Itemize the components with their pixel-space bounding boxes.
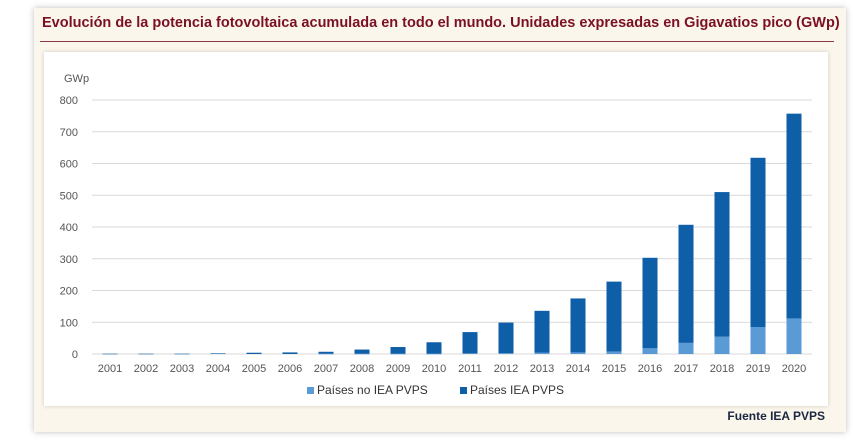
title-divider (40, 41, 834, 42)
legend-label: Países IEA PVPS (470, 383, 564, 397)
bar-non-iea-2008 (354, 353, 370, 355)
x-tick-label: 2011 (458, 363, 482, 375)
x-tick-label: 2010 (422, 363, 446, 375)
x-tick-label: 2012 (494, 363, 518, 375)
y-tick-label: 400 (60, 222, 78, 234)
bar-iea-2009 (390, 347, 406, 354)
x-tick-label: 2016 (638, 363, 662, 375)
x-tick-label: 2008 (350, 363, 374, 375)
x-tick-label: 2007 (314, 363, 338, 375)
x-tick-label: 2004 (206, 363, 230, 375)
y-axis-label: GWp (64, 73, 89, 85)
bar-non-iea-2012 (498, 353, 514, 354)
bar-iea-2012 (498, 322, 514, 354)
bar-non-iea-2020 (786, 318, 802, 354)
legend-swatch-non-iea (307, 387, 314, 394)
bar-non-iea-2014 (570, 352, 586, 354)
bar-non-iea-2010 (426, 353, 442, 355)
x-tick-label: 2002 (134, 363, 158, 375)
bar-iea-2013 (534, 310, 550, 353)
chart-panel: GWp 0 100 200 300 400 500 600 700 800 2001 2002 20… (44, 52, 828, 406)
bar-non-iea-2017 (678, 342, 694, 354)
bar-iea-2016 (642, 257, 658, 349)
bar-iea-2019 (750, 157, 766, 328)
x-tick-label: 2013 (530, 363, 554, 375)
bar-non-iea-2007 (318, 353, 334, 355)
x-tick-label: 2005 (242, 363, 266, 375)
source-note: Fuente IEA PVPS (727, 409, 825, 423)
x-tick-label: 2015 (602, 363, 626, 375)
bar-non-iea-2016 (642, 348, 658, 354)
x-tick-label: 2003 (170, 363, 194, 375)
legend: Países no IEA PVPS Países IEA PVPS (307, 383, 564, 397)
legend-label: Países no IEA PVPS (317, 383, 428, 397)
bar-iea-2020 (786, 113, 802, 319)
bar-iea-2002 (138, 353, 154, 355)
bar-iea-2001 (102, 353, 118, 355)
bar-iea-2007 (318, 351, 334, 354)
y-tick-label: 700 (60, 127, 78, 139)
x-tick-label: 2017 (674, 363, 698, 375)
x-tick-label: 2019 (746, 363, 770, 375)
legend-swatch-iea (460, 387, 467, 394)
bar-iea-2008 (354, 349, 370, 354)
bar-iea-2017 (678, 224, 694, 343)
y-tick-label: 600 (60, 159, 78, 171)
figure-title: Evolución de la potencia fotovoltaica ac… (42, 15, 840, 31)
bar-non-iea-2018 (714, 336, 730, 354)
x-tick-label: 2009 (386, 363, 410, 375)
x-tick-label: 2018 (710, 363, 734, 375)
y-tick-label: 500 (60, 190, 78, 202)
bar-iea-2011 (462, 332, 478, 354)
bars (102, 113, 802, 355)
y-tick-label: 800 (60, 95, 78, 107)
bar-non-iea-2013 (534, 352, 550, 354)
bar-non-iea-2011 (462, 353, 478, 354)
gridlines (92, 99, 812, 355)
bar-iea-2006 (282, 352, 298, 354)
x-tick-label: 2014 (566, 363, 590, 375)
bar-iea-2018 (714, 192, 730, 337)
bar-iea-2015 (606, 281, 622, 352)
x-axis-ticks: 2001 2002 2003 2004 2005 2006 2007 2008 2009 2010… (98, 363, 806, 375)
x-tick-label: 2020 (782, 363, 806, 375)
x-tick-label: 2006 (278, 363, 302, 375)
bar-iea-2014 (570, 298, 586, 353)
bar-non-iea-2015 (606, 351, 622, 354)
bar-iea-2004 (210, 353, 226, 354)
bar-non-iea-2019 (750, 327, 766, 354)
y-axis-ticks: 0 100 200 300 400 500 600 700 800 (60, 95, 78, 361)
bar-non-iea-2009 (390, 353, 406, 355)
bar-iea-2010 (426, 342, 442, 354)
y-tick-label: 200 (60, 286, 78, 298)
y-tick-label: 0 (72, 349, 78, 361)
bar-iea-2003 (174, 353, 190, 355)
y-tick-label: 100 (60, 317, 78, 329)
x-tick-label: 2001 (98, 363, 122, 375)
bar-iea-2005 (246, 352, 262, 354)
y-tick-label: 300 (60, 254, 78, 266)
